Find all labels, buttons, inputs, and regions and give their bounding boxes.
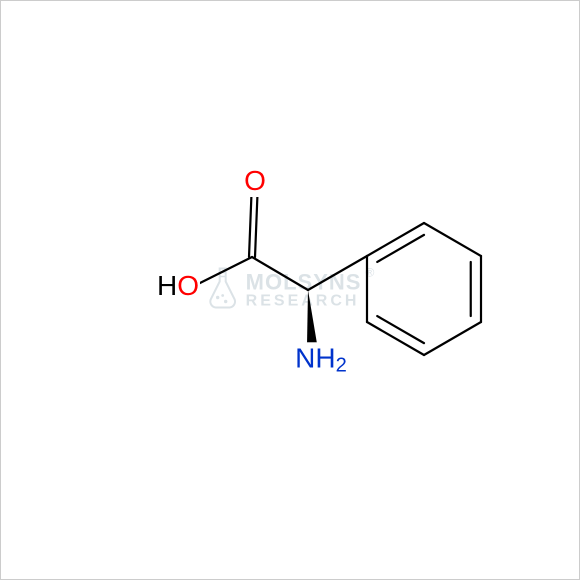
atom-label-O1: O [243, 165, 267, 197]
molecule-structure [0, 0, 580, 580]
atom-label-O2_grp: HO [156, 270, 200, 302]
atom-label-N1: NH2 [294, 342, 348, 377]
